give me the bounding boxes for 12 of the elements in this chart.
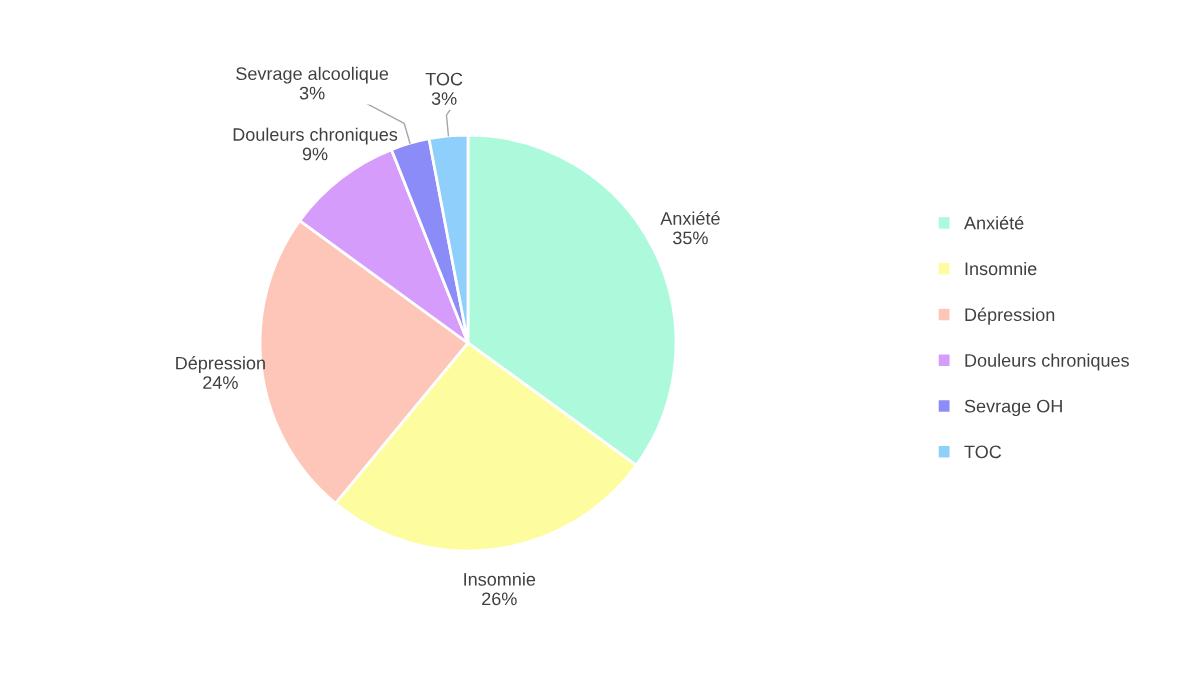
data-label: Douleurs chroniques 9% bbox=[233, 127, 398, 161]
legend-label: TOC bbox=[964, 445, 1002, 459]
legend-label: Insomnie bbox=[965, 261, 1037, 276]
data-label: TOC 3% bbox=[425, 72, 463, 105]
data-label: Sevrage alcoolique 3% bbox=[236, 66, 389, 100]
data-label: Insomnie 26% bbox=[464, 572, 536, 606]
data-label: Anxiété 35% bbox=[660, 211, 720, 245]
legend-label: Anxiété bbox=[964, 215, 1024, 230]
legend-label: Douleurs chroniques bbox=[965, 353, 1129, 371]
legend-label: Sevrage OH bbox=[964, 399, 1062, 417]
data-label: Dépression 24% bbox=[176, 356, 265, 389]
legend-label: Dépression bbox=[965, 307, 1055, 325]
